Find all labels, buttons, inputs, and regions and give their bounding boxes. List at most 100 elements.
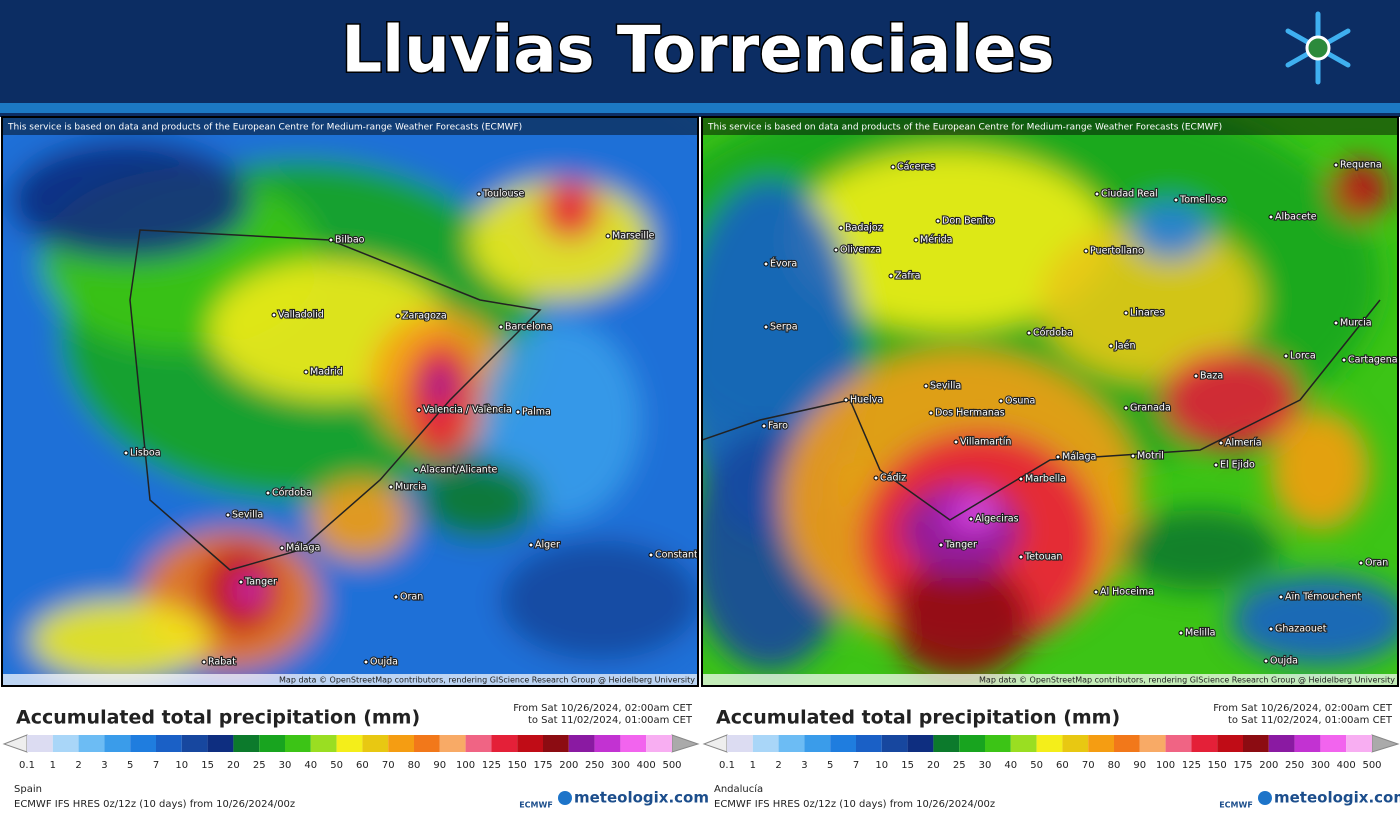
map-credit: Map data © OpenStreetMap contributors, r… <box>279 676 695 685</box>
legend-swatch <box>1088 735 1114 752</box>
legend-swatch <box>804 735 831 752</box>
precip-area <box>310 480 410 560</box>
attribution: This service is based on data and produc… <box>7 123 522 133</box>
place-dot <box>238 579 244 585</box>
legend-swatch <box>620 735 647 752</box>
place-label: Murcia <box>395 482 427 493</box>
legend-swatch <box>778 735 805 752</box>
precip-area <box>1330 160 1390 220</box>
place-dot <box>416 407 422 413</box>
legend-label: 80 <box>1108 760 1121 771</box>
legend-swatch <box>285 735 311 752</box>
legend-swatch <box>1320 735 1347 752</box>
legend-label: 50 <box>1030 760 1043 771</box>
legend-swatch <box>517 735 543 752</box>
place-label: Jaén <box>1114 341 1136 352</box>
credit-bar <box>702 674 1398 686</box>
place-dot <box>1358 560 1364 566</box>
legend-label: 100 <box>456 760 475 771</box>
legend-swatch <box>1217 735 1243 752</box>
place-label: Albacete <box>1275 212 1317 223</box>
legend-label: 1 <box>750 760 756 771</box>
place-label: Constantine <box>655 550 712 561</box>
place-dot <box>953 439 959 445</box>
legend-label: 175 <box>1233 760 1252 771</box>
place-label: Almería <box>1225 438 1262 449</box>
place-dot <box>1123 405 1129 411</box>
place-dot <box>1213 462 1219 468</box>
place-label: Córdoba <box>1033 328 1073 339</box>
place-dot <box>1083 248 1089 254</box>
legend-swatch <box>414 735 440 752</box>
legend-label: 70 <box>382 760 395 771</box>
place-label: Lisboa <box>130 448 161 459</box>
place-dot <box>225 512 231 518</box>
date-to: to Sat 11/02/2024, 01:00am CET <box>528 715 693 726</box>
place-label: Cáceres <box>897 162 935 173</box>
legend-label: 2 <box>75 760 81 771</box>
precip-area <box>500 540 698 660</box>
model-info: ECMWF IFS HRES 0z/12z (10 days) from 10/… <box>14 799 295 810</box>
region-name: Andalucía <box>714 783 763 795</box>
place-label: Tanger <box>944 540 977 551</box>
ecmwf-logo: ECMWF <box>519 801 553 810</box>
place-dot <box>763 261 769 267</box>
legend-swatch <box>1165 735 1192 752</box>
place-dot <box>328 237 334 243</box>
place-label: Rabat <box>208 657 236 668</box>
legend-label: 300 <box>1311 760 1330 771</box>
precip-area <box>425 367 455 403</box>
place-dot <box>1333 320 1339 326</box>
place-label: Alger <box>535 540 560 551</box>
place-label: Cádiz <box>880 473 906 484</box>
legend-label: 2 <box>775 760 781 771</box>
legend-swatch <box>130 735 156 752</box>
place-label: Valencia / València <box>423 405 512 416</box>
legend-label: 175 <box>533 760 552 771</box>
place-label: Oujda <box>370 657 398 668</box>
place-dot <box>763 324 769 330</box>
place-dot <box>393 594 399 600</box>
legend-label: 0.1 <box>719 760 735 771</box>
place-dot <box>1263 658 1269 664</box>
header-stripe <box>0 103 1400 113</box>
legend-label: 300 <box>611 760 630 771</box>
legend-label: 1 <box>50 760 56 771</box>
legend-label: 125 <box>1182 760 1201 771</box>
place-label: Dos Hermanas <box>935 408 1005 419</box>
legend-label: 20 <box>927 760 940 771</box>
legend-label: 60 <box>356 760 369 771</box>
legend-swatch <box>752 735 779 752</box>
place-label: Málaga <box>286 543 320 554</box>
place-label: Tomelloso <box>1179 195 1227 206</box>
place-dot <box>913 237 919 243</box>
place-dot <box>1173 197 1179 203</box>
legend-label: 10 <box>175 760 188 771</box>
precip-area <box>1230 575 1398 665</box>
legend-swatch <box>310 735 337 752</box>
place-label: Tanger <box>244 577 277 588</box>
coastline <box>702 299 1381 521</box>
place-dot <box>1130 453 1136 459</box>
place-label: Málaga <box>1062 452 1096 463</box>
place-label: Osuna <box>1005 396 1035 407</box>
legend-label: 250 <box>585 760 604 771</box>
legend-swatch <box>568 735 595 752</box>
legend-label: 25 <box>953 760 966 771</box>
place-label: Zafra <box>895 271 920 282</box>
legend-label: 3 <box>101 760 107 771</box>
place-label: Requena <box>1340 160 1382 171</box>
legend-label: 100 <box>1156 760 1175 771</box>
place-dot <box>1178 630 1184 636</box>
site-logo: meteologix.com <box>574 789 709 807</box>
place-dot <box>1123 310 1129 316</box>
site-logo-icon <box>1258 791 1272 805</box>
legend-label: 60 <box>1056 760 1069 771</box>
place-dot <box>1018 476 1024 482</box>
ecmwf-logo: ECMWF <box>1219 801 1253 810</box>
logo-icon <box>1285 11 1351 85</box>
place-label: El Ejido <box>1220 460 1255 471</box>
precip-area <box>480 320 640 520</box>
place-dot <box>388 484 394 490</box>
